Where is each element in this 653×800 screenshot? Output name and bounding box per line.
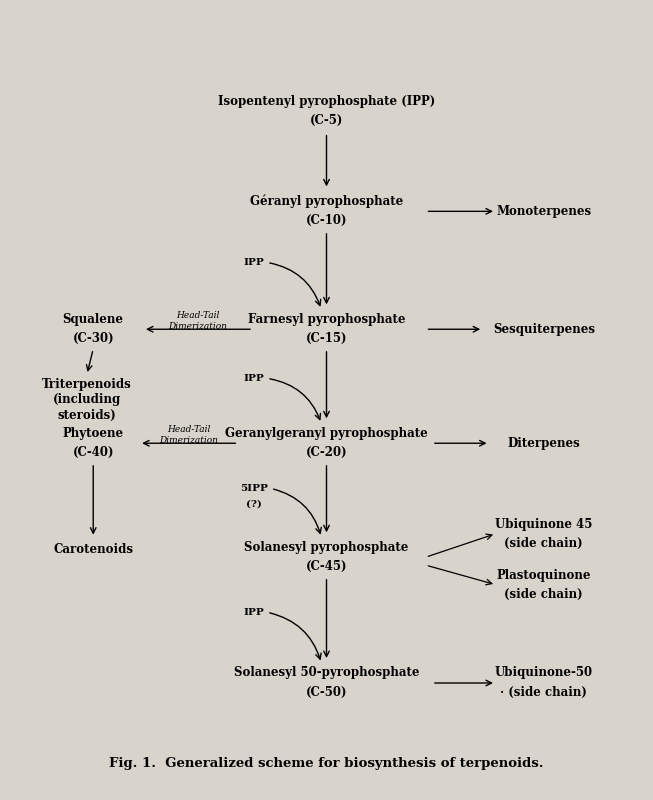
- Text: (C-45): (C-45): [306, 560, 347, 573]
- Text: Dimerization: Dimerization: [168, 322, 227, 331]
- Text: (?): (?): [246, 500, 263, 509]
- Text: IPP: IPP: [244, 608, 264, 617]
- Text: Farnesyl pyrophosphate: Farnesyl pyrophosphate: [247, 313, 406, 326]
- Text: (C-30): (C-30): [72, 332, 114, 345]
- Text: (including: (including: [53, 394, 121, 406]
- Text: Geranylgeranyl pyrophosphate: Geranylgeranyl pyrophosphate: [225, 426, 428, 439]
- Text: Dimerization: Dimerization: [159, 436, 218, 446]
- Text: · (side chain): · (side chain): [500, 686, 587, 699]
- Text: Triterpenoids: Triterpenoids: [42, 378, 132, 390]
- Text: Sesquiterpenes: Sesquiterpenes: [493, 322, 595, 336]
- Text: Squalene: Squalene: [63, 313, 123, 326]
- Text: (C-50): (C-50): [306, 686, 347, 699]
- Text: Head-Tail: Head-Tail: [176, 310, 219, 319]
- Text: Phytoene: Phytoene: [63, 426, 124, 439]
- Text: Ubiquinone-50: Ubiquinone-50: [495, 666, 593, 679]
- Text: 5IPP: 5IPP: [240, 484, 268, 493]
- Text: (C-20): (C-20): [306, 446, 347, 459]
- Text: Carotenoids: Carotenoids: [54, 543, 133, 556]
- Text: Monoterpenes: Monoterpenes: [496, 205, 592, 218]
- Text: (C-5): (C-5): [310, 114, 343, 127]
- Text: steroids): steroids): [57, 410, 116, 422]
- Text: (C-40): (C-40): [72, 446, 114, 459]
- Text: Solanesyl pyrophosphate: Solanesyl pyrophosphate: [244, 541, 409, 554]
- Text: IPP: IPP: [244, 258, 264, 267]
- Text: Fig. 1.  Generalized scheme for biosynthesis of terpenoids.: Fig. 1. Generalized scheme for biosynthe…: [109, 757, 544, 770]
- Text: Diterpenes: Diterpenes: [507, 437, 580, 450]
- Text: Isopentenyl pyrophosphate (IPP): Isopentenyl pyrophosphate (IPP): [218, 94, 435, 108]
- Text: Solanesyl 50-pyrophosphate: Solanesyl 50-pyrophosphate: [234, 666, 419, 679]
- Text: Géranyl pyrophosphate: Géranyl pyrophosphate: [250, 194, 403, 208]
- Text: (C-15): (C-15): [306, 332, 347, 345]
- Text: Head-Tail: Head-Tail: [167, 425, 210, 434]
- Text: (side chain): (side chain): [505, 588, 583, 601]
- Text: Ubiquinone 45: Ubiquinone 45: [495, 518, 592, 530]
- Text: (C-10): (C-10): [306, 214, 347, 227]
- Text: Plastoquinone: Plastoquinone: [496, 569, 591, 582]
- Text: IPP: IPP: [244, 374, 264, 383]
- Text: (side chain): (side chain): [505, 537, 583, 550]
